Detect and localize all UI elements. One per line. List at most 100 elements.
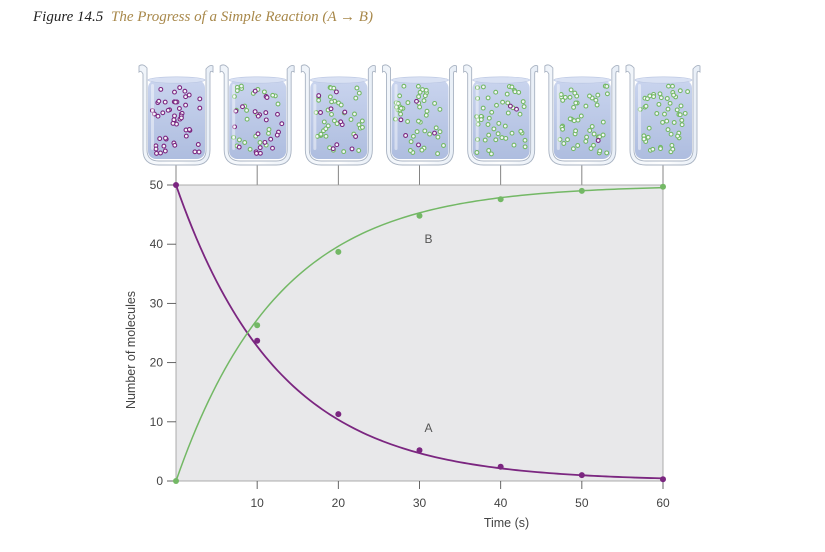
molecule-b xyxy=(493,137,499,143)
molecule-a xyxy=(279,121,285,127)
beaker-highlight xyxy=(232,84,236,150)
molecule-b xyxy=(588,146,594,151)
molecule-a xyxy=(333,89,339,95)
molecule-b xyxy=(583,103,589,109)
molecule-b xyxy=(247,146,253,152)
molecule-b xyxy=(482,137,488,143)
molecule-b xyxy=(416,118,421,124)
molecule-b xyxy=(660,119,666,125)
molecule-b xyxy=(520,99,526,105)
molecule-b xyxy=(416,94,422,100)
molecule-b xyxy=(557,137,563,142)
molecule-b xyxy=(589,124,595,129)
molecule-a xyxy=(183,102,189,108)
molecule-b xyxy=(685,89,691,95)
x-tick-label: 20 xyxy=(332,496,346,510)
beaker-glass xyxy=(219,64,295,166)
molecule-b xyxy=(575,143,581,148)
molecule-a xyxy=(178,115,184,121)
molecule-b xyxy=(480,84,486,90)
series-b-label: B xyxy=(424,232,432,246)
molecule-b xyxy=(275,101,281,107)
molecule-b xyxy=(480,105,486,111)
molecule-b xyxy=(571,118,577,124)
molecule-a xyxy=(176,106,182,111)
molecule-b xyxy=(359,124,365,130)
molecule-a xyxy=(252,109,258,115)
molecule-b xyxy=(323,133,329,139)
molecule-b xyxy=(244,116,250,122)
molecule-b xyxy=(266,130,271,136)
molecule-b xyxy=(486,132,492,138)
molecule-b xyxy=(407,148,413,153)
beaker-highlight xyxy=(394,84,398,150)
molecule-b xyxy=(475,137,480,142)
molecule-b xyxy=(669,142,675,148)
beaker-liquid xyxy=(310,80,368,159)
series-a-label: A xyxy=(424,421,432,435)
molecule-b xyxy=(654,111,660,116)
molecule-b xyxy=(394,104,399,110)
molecule-a xyxy=(196,149,202,155)
molecule-b xyxy=(509,130,515,136)
x-tick-label: 10 xyxy=(250,496,264,510)
molecule-b xyxy=(571,104,577,110)
molecule-a xyxy=(514,106,519,112)
molecule-b xyxy=(658,95,664,101)
molecule-b xyxy=(600,132,606,138)
molecule-a xyxy=(151,111,157,117)
molecule-b xyxy=(352,111,357,117)
molecule-b xyxy=(646,125,652,131)
y-tick-label: 20 xyxy=(150,356,164,370)
molecule-b xyxy=(427,131,433,137)
molecule-b xyxy=(570,146,576,152)
molecule-a xyxy=(163,135,168,141)
molecule-b xyxy=(664,118,670,124)
molecule-a xyxy=(232,124,238,130)
molecule-a xyxy=(257,145,263,151)
molecule-b xyxy=(486,148,492,153)
beaker-liquid-surface xyxy=(391,76,449,84)
molecule-b xyxy=(561,141,567,146)
molecule-a xyxy=(172,89,177,95)
molecule-a xyxy=(254,150,259,156)
molecule-a xyxy=(197,96,203,102)
x-tick-label: 50 xyxy=(575,496,589,510)
molecule-b xyxy=(674,107,680,113)
molecule-b xyxy=(397,93,403,99)
molecule-a xyxy=(162,99,168,105)
series-b-point xyxy=(335,248,342,255)
molecule-b xyxy=(666,83,671,89)
beaker-40s xyxy=(463,64,539,185)
molecule-a xyxy=(257,150,263,156)
molecule-b xyxy=(677,88,683,94)
molecule-b xyxy=(488,151,494,157)
molecule-b xyxy=(433,125,439,131)
molecule-b xyxy=(422,128,428,134)
molecule-b xyxy=(242,140,248,145)
molecule-b xyxy=(573,100,579,106)
beaker-30s xyxy=(382,64,457,185)
beaker-row xyxy=(138,64,701,185)
molecule-b xyxy=(522,144,528,150)
molecule-b xyxy=(331,118,337,124)
molecule-a xyxy=(195,142,201,147)
molecule-b xyxy=(505,100,511,106)
molecule-b xyxy=(670,146,676,152)
beaker-highlight xyxy=(475,84,479,150)
molecule-b xyxy=(600,119,606,125)
x-tick-label: 40 xyxy=(494,496,508,510)
molecule-b xyxy=(395,101,401,106)
molecule-b xyxy=(511,142,517,148)
molecule-b xyxy=(270,92,276,98)
molecule-a xyxy=(318,110,323,115)
molecule-a xyxy=(398,117,404,123)
molecule-b xyxy=(671,120,677,125)
molecule-b xyxy=(359,118,365,124)
molecule-b xyxy=(414,129,420,135)
molecule-b xyxy=(512,89,518,95)
molecule-a xyxy=(275,111,280,117)
molecule-b xyxy=(575,117,581,123)
molecule-a xyxy=(330,146,336,152)
molecule-a xyxy=(158,86,164,92)
